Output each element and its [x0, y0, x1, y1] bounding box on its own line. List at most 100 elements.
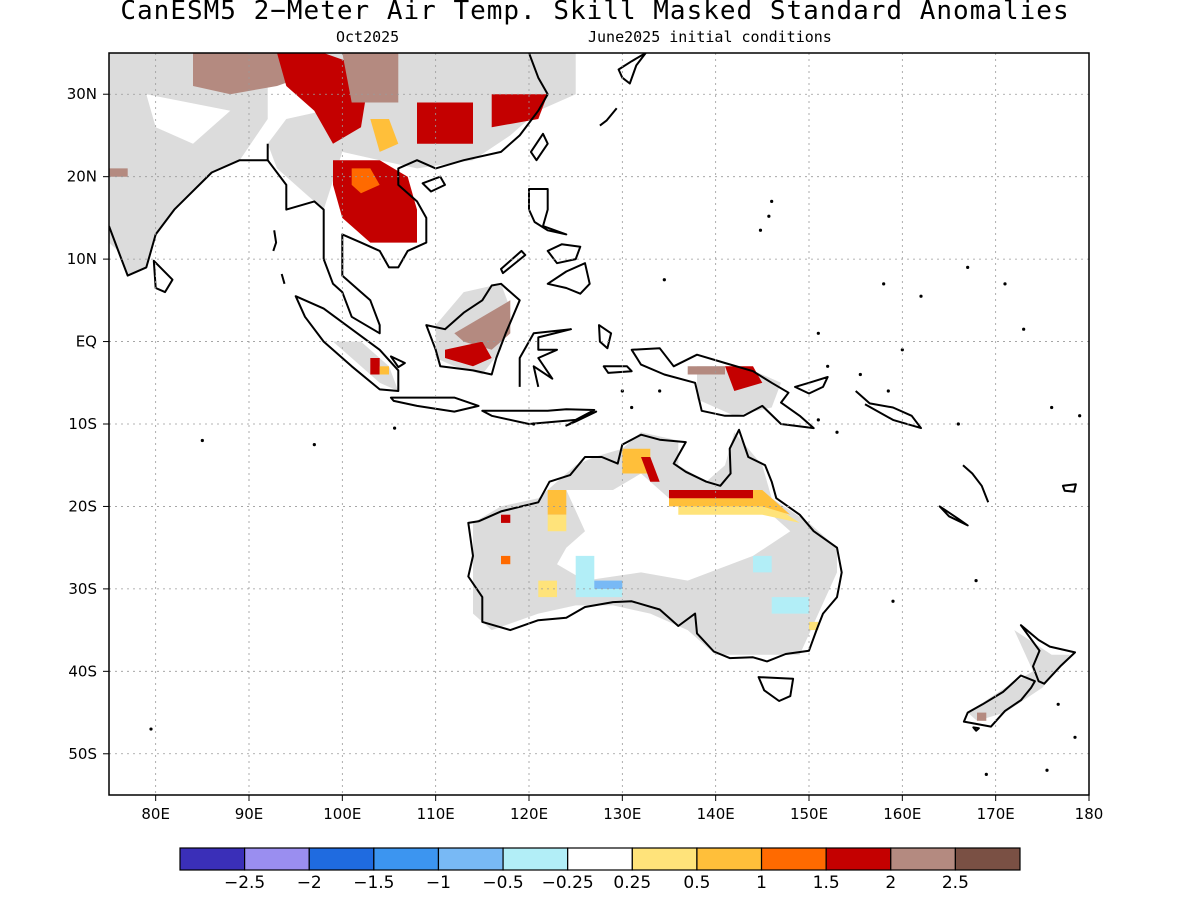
island-marker — [758, 228, 763, 232]
lon-tick-label: 100E — [323, 805, 361, 823]
island-marker — [816, 418, 820, 422]
island-marker — [658, 389, 662, 393]
lon-tick-label: 110E — [417, 805, 455, 823]
anomaly-arnhem-red — [641, 457, 660, 482]
island-marker — [1050, 405, 1054, 410]
coastline-solomons — [855, 390, 922, 430]
colorbar: −2.5 −2 −1.5 −1 −0.5 −0.25 0.25 0.5 1 1.5 2 2.5 — [179, 847, 1021, 893]
coastline-sri-lanka — [152, 259, 174, 294]
anomaly-wa-orange — [501, 555, 511, 565]
coastline-nicobar — [280, 273, 286, 285]
colorbar-swatch — [502, 847, 569, 871]
colorbar-swatch — [567, 847, 633, 871]
colorbar-swatch — [631, 847, 698, 871]
colorbar-swatch — [890, 847, 956, 871]
island-marker — [826, 364, 830, 368]
lat-tick-label: 50S — [68, 745, 97, 763]
island-marker — [1073, 735, 1077, 739]
anomaly-pilbara-yellow — [547, 514, 567, 532]
lon-tick-label: 180 — [1075, 805, 1104, 823]
colorbar-label: 2.5 — [942, 873, 969, 893]
colorbar-swatch — [437, 847, 504, 871]
anomaly-india-brown — [109, 168, 128, 177]
island-marker — [200, 438, 204, 443]
anomaly-arnhem-orange — [622, 448, 651, 474]
anomaly-china-south — [417, 102, 473, 144]
island-marker — [900, 348, 904, 352]
anomaly-borneo-red — [445, 341, 492, 367]
anomaly-newguinea-brown — [687, 366, 725, 375]
map-title: CanESM5 2−Meter Air Temp. Skill Masked S… — [120, 0, 1070, 26]
coastline-fiji — [1061, 483, 1077, 493]
anomaly-nsw-yellow — [809, 621, 819, 631]
lat-tick-label: 30N — [67, 85, 97, 103]
island-marker — [1045, 768, 1049, 772]
anomaly-sumatra-red — [370, 358, 380, 375]
anomaly-newguinea-red — [725, 366, 763, 391]
lon-tick-label: 140E — [697, 805, 735, 823]
colorbar-label: 1 — [756, 873, 767, 893]
coastline-malay-indochina — [322, 53, 549, 335]
anomaly-nsw-cool — [771, 597, 809, 614]
island-marker — [532, 422, 536, 426]
lat-tick-label: 30S — [68, 580, 97, 598]
coastline-new-caledonia — [938, 505, 969, 527]
colorbar-swatch — [179, 847, 246, 871]
colorbar-label: 2 — [885, 873, 896, 893]
lon-tick-label: 80E — [141, 805, 170, 823]
colorbar-swatch — [308, 847, 375, 871]
coastline-lesser-sunda — [481, 408, 596, 425]
island-marker — [974, 579, 978, 583]
anomaly-sumatra-yellow — [379, 366, 389, 375]
colorbar-label: −0.25 — [542, 873, 594, 893]
island-marker — [816, 331, 820, 335]
unmasked-area-australia — [557, 473, 791, 581]
masked-area-sumatra — [333, 341, 399, 391]
island-marker — [1056, 702, 1060, 706]
island-marker — [891, 599, 895, 603]
coastline-palawan — [500, 249, 527, 275]
coastline-seram — [602, 365, 633, 374]
coastline-java — [389, 396, 480, 413]
coastline-ryukyu — [599, 107, 618, 127]
masked-area-india — [109, 53, 268, 276]
anomaly-wa-red — [501, 514, 511, 523]
colorbar-label: −1 — [426, 873, 451, 893]
anomaly-sichuan-yellow — [370, 119, 399, 152]
island-marker — [966, 265, 970, 269]
lon-tick-label: 130E — [603, 805, 641, 823]
island-marker — [662, 278, 666, 282]
coastline-visayas — [546, 243, 582, 265]
anomaly-yangtze-brown — [342, 53, 399, 103]
coastline-tasmania — [757, 676, 795, 702]
coastline-andaman — [272, 230, 278, 252]
lat-tick-label: 10N — [67, 250, 97, 268]
coastline-halmahera — [598, 324, 613, 350]
anomaly-indochina-orange — [351, 168, 380, 194]
island-marker — [393, 426, 397, 430]
colorbar-label: 1.5 — [813, 873, 840, 893]
coastline-mindanao — [546, 262, 591, 295]
island-marker — [620, 389, 624, 393]
unmasked-area-india — [146, 94, 231, 144]
island-marker — [858, 372, 862, 377]
coastline-philippines-luzon — [528, 188, 568, 236]
lat-tick-label: 20S — [68, 497, 97, 515]
colorbar-swatch — [825, 847, 892, 871]
colorbar-label: 0.25 — [613, 873, 651, 893]
lat-tick-label: 40S — [68, 662, 97, 680]
lon-tick-label: 160E — [883, 805, 921, 823]
colorbar-swatch — [244, 847, 310, 871]
colorbar-label: −2.5 — [224, 873, 265, 893]
anomaly-nz-brown — [977, 712, 987, 721]
lon-tick-label: 90E — [235, 805, 264, 823]
coastline-taiwan — [529, 132, 549, 162]
lon-tick-label: 150E — [790, 805, 828, 823]
forecast-month: Oct2025 — [336, 28, 400, 46]
lat-tick-label: 20N — [67, 168, 97, 186]
colorbar-swatch — [696, 847, 763, 871]
lat-tick-label: EQ — [76, 333, 97, 351]
coastline-hainan — [421, 175, 446, 193]
colorbar-swatch — [760, 847, 827, 871]
